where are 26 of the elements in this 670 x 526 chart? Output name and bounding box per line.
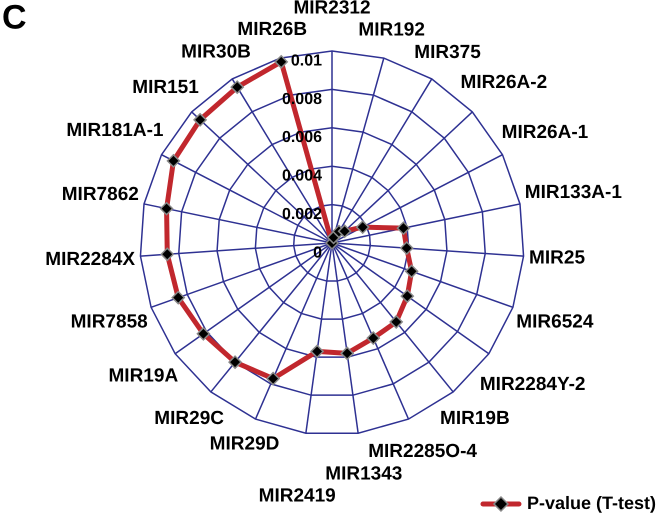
y-tick-label: 0.01: [290, 52, 322, 70]
spoke-label: MIR30B: [181, 42, 251, 63]
spoke-label: MIR19B: [440, 408, 510, 429]
spoke-label: MIR1343: [325, 464, 402, 485]
spoke-label: MIR192: [358, 19, 425, 40]
spoke-label: MIR29D: [210, 434, 280, 455]
spoke-label: MIR26A-2: [460, 72, 548, 93]
spoke-label: MIR2284Y-2: [480, 374, 586, 395]
spoke-label: MIR7858: [70, 311, 148, 332]
spoke-label: MIR19A: [108, 365, 178, 386]
spoke-label: MIR2419: [258, 486, 336, 507]
spoke-label: MIR2284X: [45, 248, 136, 270]
spoke-label: MIR25: [529, 248, 586, 269]
legend-label: P-value (T-test): [526, 492, 656, 513]
spoke-label: MIR2285O-4: [368, 440, 478, 462]
spoke-label: MIR181A-1: [66, 120, 164, 141]
spoke-label: MIR133A-1: [524, 182, 622, 204]
spoke-label: MIR7862: [62, 184, 139, 206]
spoke-label: MIR29C: [154, 408, 224, 429]
spoke-label: MIR151: [132, 76, 200, 98]
spoke-label: MIR2312: [293, 0, 371, 19]
spoke-label: MIR26A-1: [502, 122, 589, 143]
spoke-label: MIR375: [414, 42, 482, 64]
text: C: [2, 0, 27, 36]
spoke-label: MIR6524: [516, 311, 594, 332]
spoke-label: MIR26B: [237, 18, 308, 40]
